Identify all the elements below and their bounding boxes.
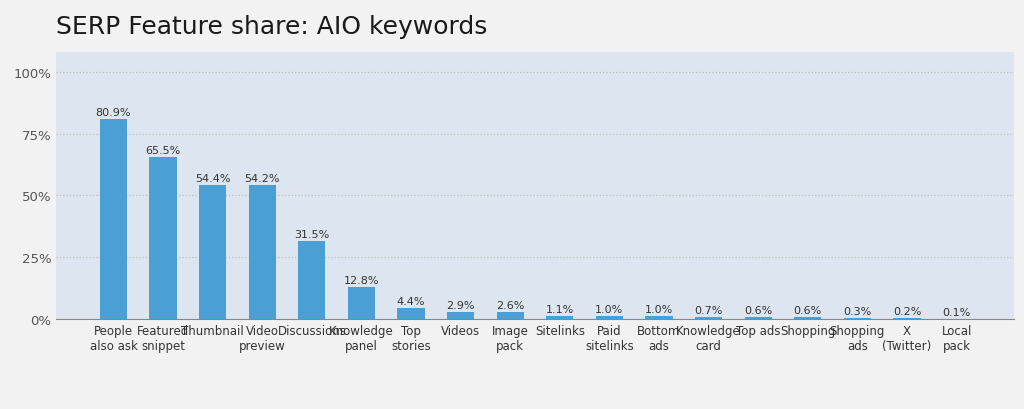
Text: 80.9%: 80.9% [95, 108, 131, 118]
Text: 0.2%: 0.2% [893, 307, 922, 317]
Text: 0.7%: 0.7% [694, 306, 723, 315]
Bar [298, 241, 326, 319]
Text: 0.1%: 0.1% [942, 307, 971, 317]
Text: 1.0%: 1.0% [645, 305, 673, 315]
Bar [695, 317, 722, 319]
Text: 0.6%: 0.6% [744, 306, 772, 316]
Text: 65.5%: 65.5% [145, 146, 180, 156]
Text: 0.3%: 0.3% [844, 306, 871, 316]
Bar [249, 186, 275, 319]
Bar [447, 312, 474, 319]
Text: 4.4%: 4.4% [397, 296, 425, 306]
Text: 2.9%: 2.9% [446, 300, 475, 310]
Bar [596, 317, 623, 319]
Bar [844, 318, 871, 319]
Text: 1.1%: 1.1% [546, 304, 574, 315]
Bar [497, 312, 524, 319]
Bar [645, 317, 673, 319]
Bar [348, 288, 375, 319]
Text: 1.0%: 1.0% [595, 305, 624, 315]
Text: SERP Feature share: AIO keywords: SERP Feature share: AIO keywords [56, 15, 487, 39]
Text: 12.8%: 12.8% [344, 276, 379, 285]
Text: 54.4%: 54.4% [195, 173, 230, 183]
Text: 31.5%: 31.5% [294, 229, 330, 240]
Text: 2.6%: 2.6% [496, 301, 524, 311]
Text: 0.6%: 0.6% [794, 306, 822, 316]
Bar [199, 185, 226, 319]
Bar [546, 316, 573, 319]
Bar [744, 317, 772, 319]
Text: 54.2%: 54.2% [245, 174, 280, 184]
Bar [397, 308, 425, 319]
Bar [99, 120, 127, 319]
Bar [150, 158, 177, 319]
Bar [795, 317, 821, 319]
